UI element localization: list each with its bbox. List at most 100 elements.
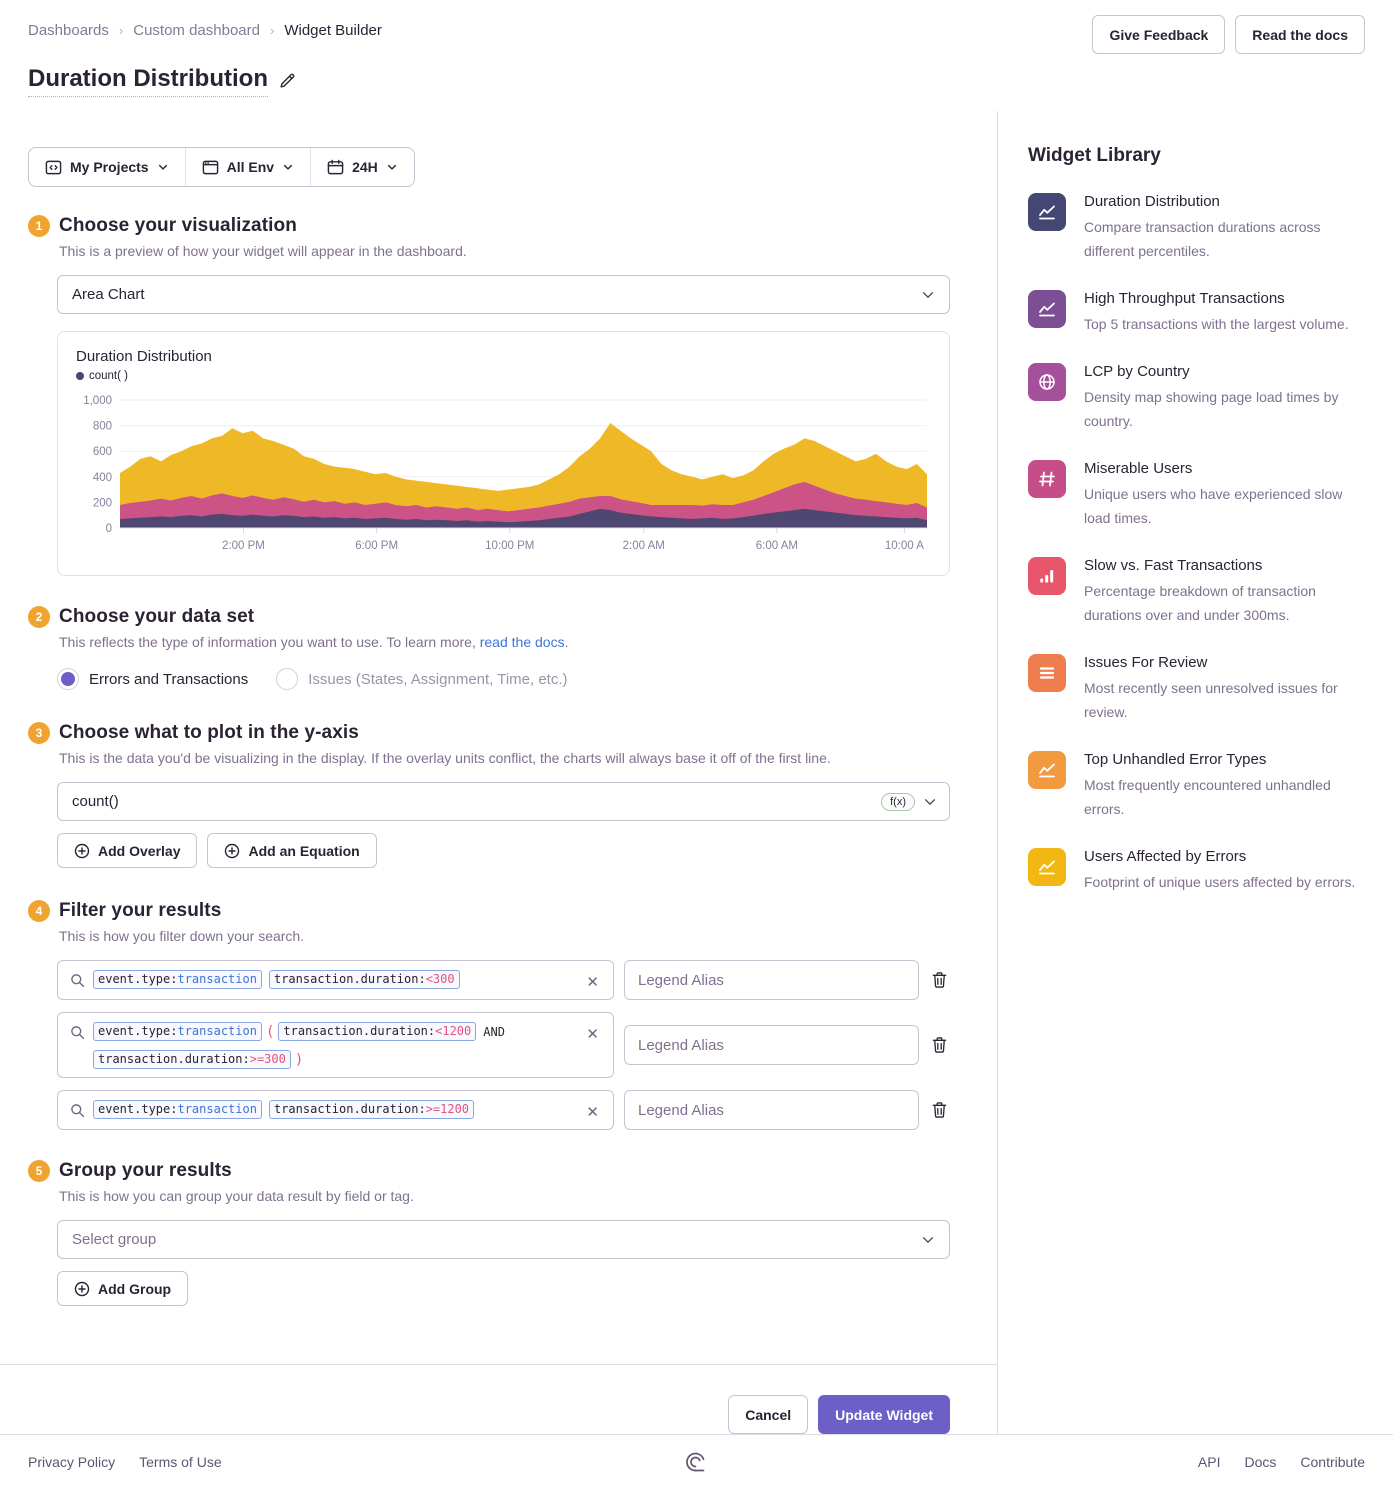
svg-text:2:00 AM: 2:00 AM bbox=[623, 540, 665, 552]
environment-filter[interactable]: All Env bbox=[184, 148, 310, 186]
library-item-name: Top Unhandled Error Types bbox=[1084, 751, 1267, 768]
step-desc-group: This is how you can group your data resu… bbox=[59, 1188, 414, 1204]
legend-alias-input[interactable] bbox=[624, 1090, 919, 1130]
project-filter-label: My Projects bbox=[70, 159, 149, 175]
library-item-top-unhandled-error-types[interactable]: Top Unhandled Error Types Most frequently… bbox=[1028, 751, 1369, 821]
library-item-name: LCP by Country bbox=[1084, 363, 1190, 380]
library-item-duration-distribution[interactable]: Duration Distribution Compare transaction… bbox=[1028, 193, 1369, 263]
library-item-name: Users Affected by Errors bbox=[1084, 848, 1247, 865]
docs-link[interactable]: Docs bbox=[1244, 1453, 1277, 1470]
library-item-lcp-by-country[interactable]: LCP by Country Density map showing page l… bbox=[1028, 363, 1369, 433]
token-value: >=1200 bbox=[425, 1102, 470, 1116]
page-header: Dashboards › Custom dashboard › Widget B… bbox=[0, 0, 1393, 111]
token-value: >=300 bbox=[249, 1052, 286, 1066]
search-token[interactable]: event.type:transaction bbox=[93, 1100, 262, 1119]
fx-badge: f(x) bbox=[881, 792, 915, 811]
search-condition-input[interactable]: event.type:transaction transaction.durati… bbox=[57, 960, 614, 1000]
search-tokens: event.type:transaction transaction.durati… bbox=[93, 1099, 578, 1119]
step-number-2: 2 bbox=[28, 606, 50, 628]
plus-circle-icon bbox=[224, 843, 240, 859]
edit-title-button[interactable] bbox=[278, 72, 296, 90]
chevron-down-icon bbox=[923, 795, 937, 809]
radio-label: Errors and Transactions bbox=[89, 670, 249, 688]
list-icon bbox=[1028, 654, 1066, 692]
paren-token: ( bbox=[265, 1023, 275, 1040]
add-equation-button[interactable]: Add an Equation bbox=[207, 833, 377, 868]
delete-filter-button[interactable] bbox=[929, 1034, 950, 1056]
search-condition-input[interactable]: event.type:transaction transaction.durati… bbox=[57, 1090, 614, 1130]
token-key: event.type: bbox=[98, 1024, 178, 1038]
search-token[interactable]: transaction.duration:>=1200 bbox=[268, 1100, 475, 1119]
plus-circle-icon bbox=[74, 843, 90, 859]
delete-filter-button[interactable] bbox=[929, 1099, 950, 1121]
breadcrumb-dashboards[interactable]: Dashboards bbox=[28, 22, 109, 39]
library-item-miserable-users[interactable]: Miserable Users Unique users who have exp… bbox=[1028, 460, 1369, 530]
library-item-description: Compare transaction durations across dif… bbox=[1084, 219, 1321, 259]
step-desc-dataset: This reflects the type of information yo… bbox=[59, 634, 569, 650]
library-item-issues-for-review[interactable]: Issues For Review Most recently seen unre… bbox=[1028, 654, 1369, 724]
search-token[interactable]: event.type:transaction bbox=[93, 1022, 262, 1041]
project-filter[interactable]: My Projects bbox=[29, 148, 185, 186]
breadcrumb-widget-builder: Widget Builder bbox=[284, 22, 382, 39]
svg-text:600: 600 bbox=[93, 446, 112, 458]
radio-unselected-icon bbox=[276, 668, 299, 690]
library-item-description: Percentage breakdown of transaction dura… bbox=[1084, 583, 1316, 623]
clear-search-button[interactable]: ✕ bbox=[586, 1026, 599, 1043]
add-group-button[interactable]: Add Group bbox=[57, 1271, 189, 1306]
page-title: Duration Distribution bbox=[28, 65, 268, 97]
svg-text:2:00 PM: 2:00 PM bbox=[222, 540, 265, 552]
search-token[interactable]: transaction.duration:<1200 bbox=[278, 1022, 477, 1041]
search-token[interactable]: transaction.duration:>=300 bbox=[93, 1050, 291, 1069]
search-condition-input[interactable]: event.type:transaction(transaction.durat… bbox=[57, 1012, 614, 1078]
api-link[interactable]: API bbox=[1197, 1453, 1221, 1470]
search-icon bbox=[70, 973, 85, 988]
chevron-down-icon bbox=[921, 288, 935, 302]
search-token[interactable]: event.type:transaction bbox=[93, 970, 262, 989]
library-item-slow-vs-fast-transactions[interactable]: Slow vs. Fast Transactions Percentage bre… bbox=[1028, 557, 1369, 627]
stacked-area-chart: 0 200 400 600 800 1,000 2:00 PM 6:00 PM 10:00 PM… bbox=[76, 390, 931, 567]
library-item-high-throughput-transactions[interactable]: High Throughput Transactions Top 5 transa… bbox=[1028, 290, 1369, 336]
breadcrumb-custom-dashboard[interactable]: Custom dashboard bbox=[133, 22, 260, 39]
legend-alias-input[interactable] bbox=[624, 960, 919, 1000]
radio-issues[interactable]: Issues (States, Assignment, Time, etc.) bbox=[276, 668, 568, 690]
token-value: transaction bbox=[177, 1024, 257, 1038]
privacy-policy-link[interactable]: Privacy Policy bbox=[28, 1453, 116, 1470]
legend-alias-input[interactable] bbox=[624, 1025, 919, 1065]
read-the-docs-button[interactable]: Read the docs bbox=[1235, 15, 1365, 54]
update-widget-button[interactable]: Update Widget bbox=[818, 1395, 950, 1434]
clear-search-button[interactable]: ✕ bbox=[586, 1104, 599, 1121]
chevron-down-icon bbox=[157, 161, 169, 173]
step-desc-filter: This is how you filter down your search. bbox=[59, 928, 305, 944]
main-area: My Projects All Env bbox=[0, 111, 1393, 1434]
terms-of-use-link[interactable]: Terms of Use bbox=[139, 1453, 222, 1470]
filter-row-1: event.type:transaction transaction.durati… bbox=[57, 960, 950, 1000]
delete-filter-button[interactable] bbox=[929, 969, 950, 991]
time-range-filter[interactable]: 24H bbox=[310, 148, 414, 186]
add-overlay-button[interactable]: Add Overlay bbox=[57, 833, 198, 868]
library-item-description: Top 5 transactions with the largest volu… bbox=[1084, 316, 1349, 332]
library-item-users-affected-by-errors[interactable]: Users Affected by Errors Footprint of uni… bbox=[1028, 848, 1369, 894]
visualization-select[interactable]: Area Chart bbox=[57, 275, 950, 314]
search-token[interactable]: transaction.duration:<300 bbox=[268, 970, 460, 989]
legend-dot bbox=[76, 372, 84, 380]
widget-library-title: Widget Library bbox=[1028, 145, 1161, 166]
library-item-description: Density map showing page load times by c… bbox=[1084, 389, 1339, 429]
read-the-docs-link[interactable]: read the docs bbox=[479, 634, 565, 650]
svg-text:400: 400 bbox=[93, 472, 112, 484]
token-value: <1200 bbox=[435, 1024, 472, 1038]
group-select[interactable]: Select group bbox=[57, 1220, 950, 1259]
clear-search-button[interactable]: ✕ bbox=[586, 974, 599, 991]
token-key: transaction.duration: bbox=[273, 972, 426, 986]
sentry-logo[interactable] bbox=[684, 1450, 710, 1474]
give-feedback-button[interactable]: Give Feedback bbox=[1092, 15, 1226, 54]
token-key: transaction.duration: bbox=[283, 1024, 436, 1038]
radio-errors-and-transactions[interactable]: Errors and Transactions bbox=[57, 668, 248, 690]
library-item-name: Miserable Users bbox=[1084, 460, 1193, 477]
contribute-link[interactable]: Contribute bbox=[1300, 1453, 1365, 1470]
token-key: event.type: bbox=[98, 1102, 178, 1116]
cancel-button[interactable]: Cancel bbox=[728, 1395, 809, 1434]
library-item-description: Most recently seen unresolved issues for… bbox=[1084, 680, 1338, 720]
yaxis-function-select[interactable]: count() f(x) bbox=[57, 782, 950, 821]
svg-text:6:00 PM: 6:00 PM bbox=[355, 540, 398, 552]
token-key: transaction.duration: bbox=[98, 1052, 250, 1066]
